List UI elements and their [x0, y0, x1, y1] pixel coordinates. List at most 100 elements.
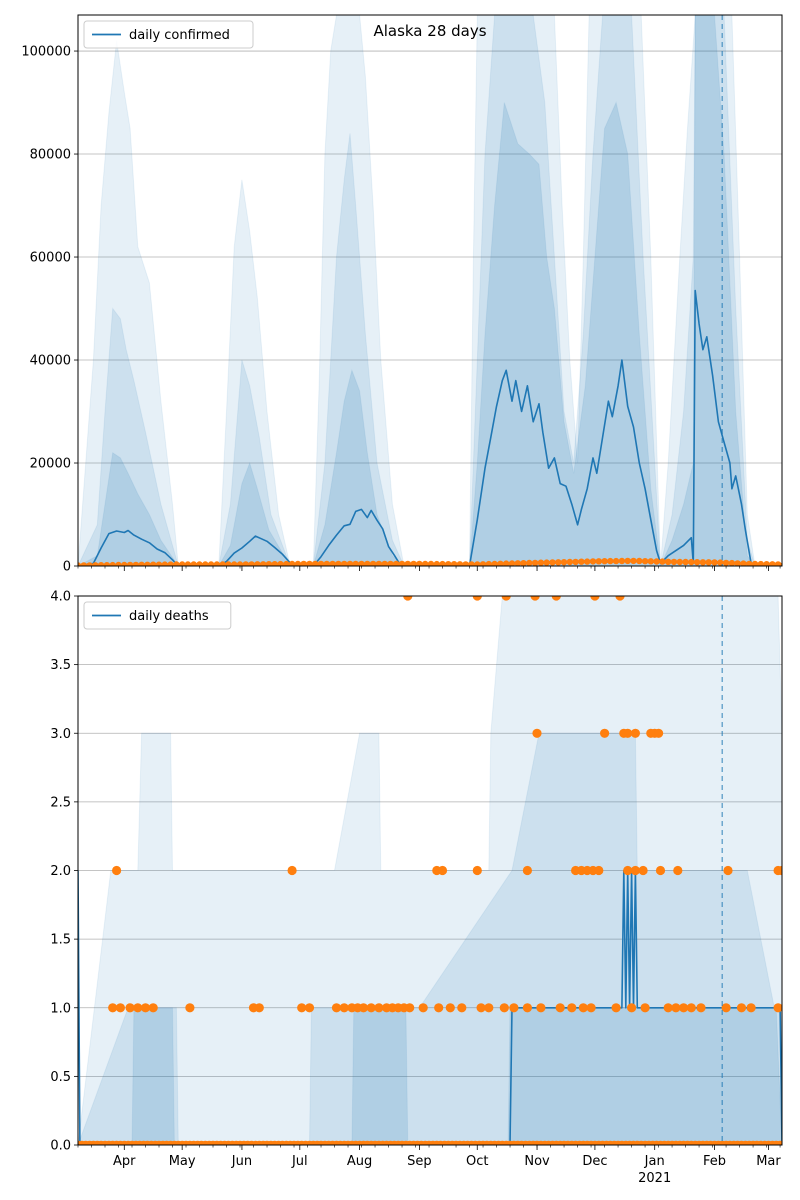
observed-point: [688, 558, 695, 566]
observed-point: [358, 560, 365, 566]
observed-point: [566, 558, 573, 566]
observed-point: [472, 596, 482, 601]
observed-point: [437, 865, 448, 876]
observed-point: [405, 1003, 415, 1013]
y-tick-label: 0.5: [50, 1070, 71, 1085]
observed-point: [522, 1003, 533, 1013]
observed-point: [144, 561, 151, 566]
observed-point: [497, 560, 504, 566]
observed-point: [693, 559, 701, 566]
observed-point: [721, 1003, 731, 1013]
observed-point: [196, 561, 203, 566]
observed-point: [387, 560, 394, 566]
y-tick-label: 3.5: [50, 658, 71, 673]
x-tick-label: Jun: [231, 1154, 252, 1169]
y-tick-label: 2.0: [50, 864, 71, 879]
observed-point: [445, 1003, 455, 1013]
observed-point: [148, 1003, 158, 1013]
observed-point: [630, 728, 641, 738]
chart-title: Alaska 28 days: [373, 22, 486, 40]
observed-point: [722, 559, 730, 566]
observed-point: [341, 560, 348, 566]
confidence-band-middle: [78, 732, 782, 1145]
confidence-band-middle: [78, 15, 782, 566]
y-tick-label: 60000: [30, 251, 71, 266]
observed-point: [584, 558, 591, 565]
observed-point: [202, 561, 209, 566]
observed-point: [277, 560, 284, 566]
x-tick-label: Sep: [407, 1154, 432, 1169]
observed-point: [682, 558, 689, 566]
y-tick-label: 2.5: [50, 795, 71, 810]
observed-point: [623, 865, 633, 876]
observed-point: [297, 1003, 307, 1013]
y-tick-label: 1.0: [50, 1001, 71, 1016]
observed-point: [317, 560, 325, 566]
observed-point: [184, 561, 192, 566]
observed-point: [403, 596, 413, 601]
observed-point: [560, 559, 568, 566]
observed-point: [612, 557, 620, 565]
observed-point: [751, 560, 759, 566]
observed-point: [615, 596, 625, 601]
axes-frame: [77, 14, 783, 567]
observed-point: [499, 1003, 509, 1013]
observed-point: [567, 1003, 577, 1013]
observed-point: [335, 560, 342, 566]
observed-point: [445, 561, 452, 566]
observed-point: [173, 561, 180, 566]
observed-point: [364, 560, 371, 566]
observed-point: [80, 562, 87, 566]
legend: daily deaths: [83, 601, 232, 630]
observed-point: [655, 865, 666, 876]
observed-point: [508, 560, 516, 566]
observed-point: [112, 865, 122, 876]
chart-panel-2: 0.0 0.5 1.0 1.5 2.0 2.5 3.0 3.5 4.0 Apr May Jun Jul A…: [50, 590, 783, 1186]
confidence-band-inner: [78, 15, 782, 566]
observed-point: [133, 1003, 143, 1013]
observed-point: [740, 560, 747, 566]
observed-point: [503, 560, 510, 566]
observed-point: [398, 560, 406, 566]
legend-box: [83, 601, 232, 630]
observed-point: [265, 561, 273, 566]
observed-point: [86, 562, 93, 566]
observed-point: [381, 560, 388, 566]
observed-point: [346, 560, 354, 566]
y-tick-label: 40000: [30, 354, 71, 369]
observed-point: [457, 1003, 467, 1013]
y-tick-label: 0: [63, 560, 71, 575]
observed-point: [433, 560, 440, 566]
observed-point: [179, 561, 186, 566]
observed-point: [434, 1003, 444, 1013]
observed-point: [501, 596, 511, 601]
observed-point: [696, 1003, 706, 1013]
observed-point: [254, 1003, 264, 1013]
observed-point: [586, 1003, 596, 1013]
observed-point: [155, 561, 163, 566]
observed-point: [630, 865, 641, 876]
observed-point: [109, 561, 116, 566]
observed-point: [418, 1003, 428, 1013]
observed-point: [115, 561, 122, 566]
observed-point: [339, 1003, 349, 1013]
observed-point: [190, 561, 197, 566]
y-tick-label: 80000: [30, 148, 71, 163]
observed-point: [654, 728, 664, 738]
observed-point: [474, 561, 481, 566]
x-tick-label: Jan: [644, 1154, 665, 1169]
observed-point: [450, 561, 458, 566]
observed-point: [323, 560, 330, 566]
observed-point: [213, 561, 221, 566]
y-tick-label: 4.0: [50, 590, 71, 605]
observed-point: [404, 560, 411, 566]
observed-point: [185, 1003, 195, 1013]
legend: daily confirmed: [83, 20, 254, 49]
observed-point: [536, 1003, 546, 1013]
observed-point: [578, 558, 585, 565]
plot-area: [78, 15, 782, 566]
observed-point: [627, 1003, 637, 1013]
observed-point: [125, 1003, 135, 1013]
observed-point: [140, 1003, 151, 1013]
observed-point: [485, 560, 492, 566]
